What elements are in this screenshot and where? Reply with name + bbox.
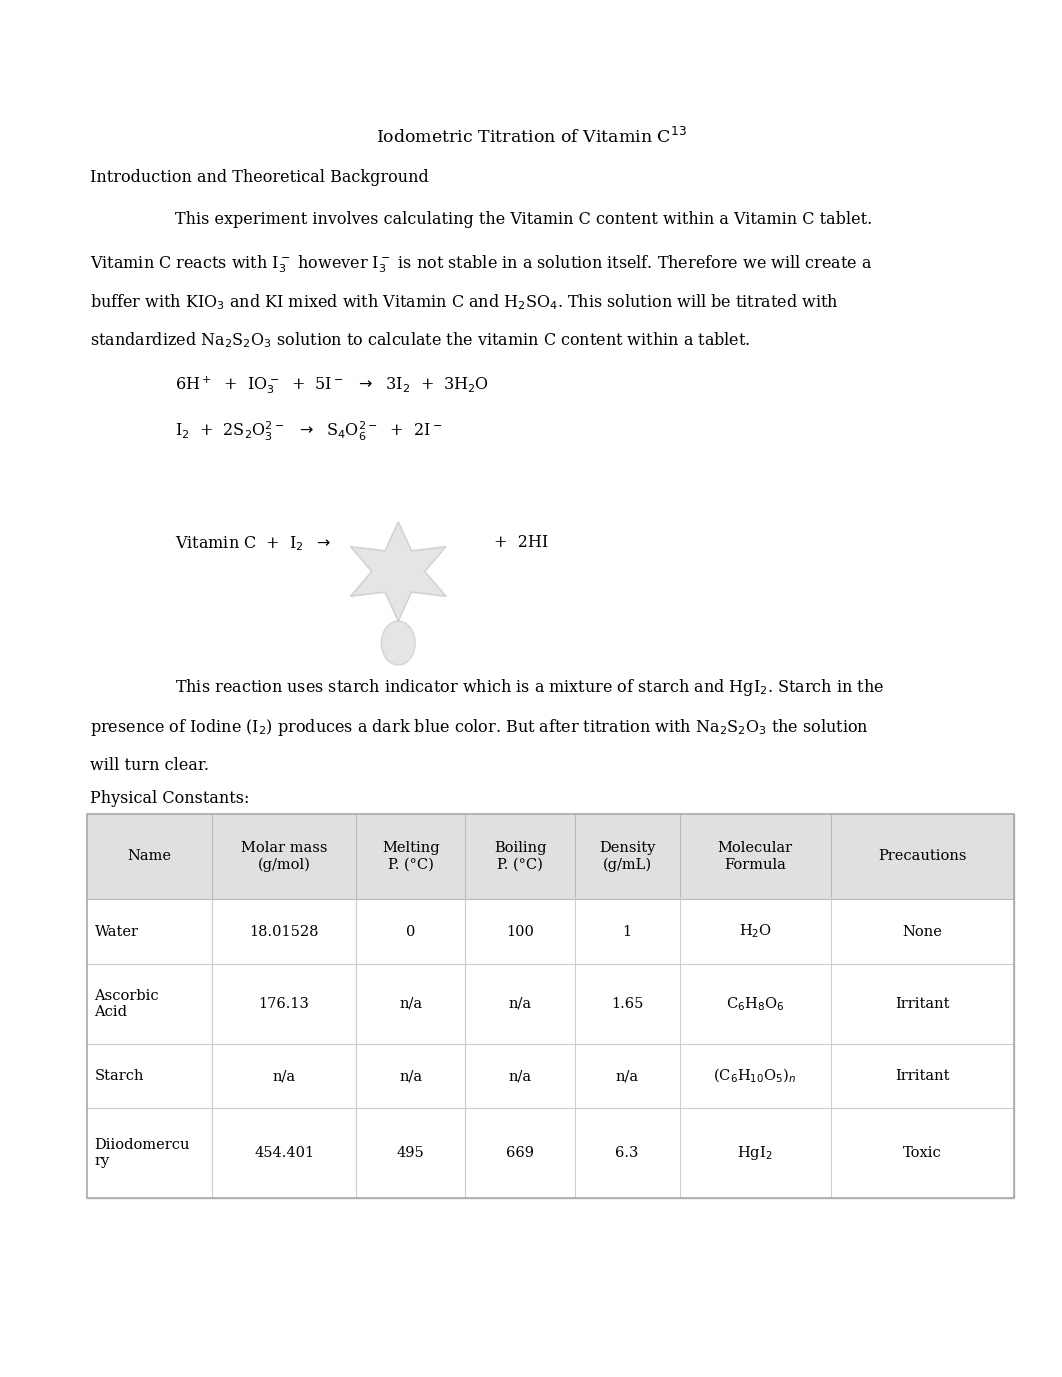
FancyBboxPatch shape	[87, 1044, 1014, 1108]
Text: This reaction uses starch indicator which is a mixture of starch and HgI$_2$. St: This reaction uses starch indicator whic…	[175, 677, 885, 698]
Text: Physical Constants:: Physical Constants:	[90, 790, 250, 807]
Text: Vitamin C reacts with I$_3^-$ however I$_3^-$ is not stable in a solution itself: Vitamin C reacts with I$_3^-$ however I$…	[90, 253, 873, 275]
Circle shape	[381, 621, 415, 665]
Text: 495: 495	[397, 1146, 425, 1161]
Text: 100: 100	[507, 924, 534, 939]
Text: Molecular
Formula: Molecular Formula	[718, 841, 792, 872]
Text: +  2HI: + 2HI	[494, 534, 548, 551]
FancyBboxPatch shape	[87, 814, 1014, 899]
Text: 669: 669	[507, 1146, 534, 1161]
FancyBboxPatch shape	[87, 1108, 1014, 1198]
Text: I$_2$  +  2S$_2$O$_3^{2-}$  $\rightarrow$  S$_4$O$_6^{2-}$  +  2I$^-$: I$_2$ + 2S$_2$O$_3^{2-}$ $\rightarrow$ S…	[175, 420, 443, 443]
Text: Irritant: Irritant	[895, 997, 949, 1011]
Polygon shape	[350, 522, 446, 621]
Text: Molar mass
(g/mol): Molar mass (g/mol)	[241, 841, 327, 872]
Text: buffer with KIO$_3$ and KI mixed with Vitamin C and H$_2$SO$_4$. This solution w: buffer with KIO$_3$ and KI mixed with Vi…	[90, 292, 839, 311]
Text: n/a: n/a	[399, 1069, 423, 1084]
Text: presence of Iodine (I$_2$) produces a dark blue color. But after titration with : presence of Iodine (I$_2$) produces a da…	[90, 717, 869, 738]
Text: Iodometric Titration of Vitamin C$^{13}$: Iodometric Titration of Vitamin C$^{13}$	[376, 127, 686, 147]
Text: 6H$^+$  +  IO$_3^-$  +  5I$^-$  $\rightarrow$  3I$_2$  +  3H$_2$O: 6H$^+$ + IO$_3^-$ + 5I$^-$ $\rightarrow$…	[175, 375, 490, 397]
FancyBboxPatch shape	[87, 899, 1014, 964]
Text: 454.401: 454.401	[254, 1146, 314, 1161]
FancyBboxPatch shape	[87, 814, 1014, 1198]
Text: n/a: n/a	[399, 997, 423, 1011]
Text: Boiling
P. (°C): Boiling P. (°C)	[494, 841, 546, 872]
Text: Toxic: Toxic	[903, 1146, 942, 1161]
Text: 1: 1	[622, 924, 632, 939]
Text: Vitamin C  +  I$_2$  $\rightarrow$: Vitamin C + I$_2$ $\rightarrow$	[175, 534, 331, 554]
Text: Introduction and Theoretical Background: Introduction and Theoretical Background	[90, 169, 429, 186]
Text: None: None	[903, 924, 942, 939]
Text: 6.3: 6.3	[616, 1146, 639, 1161]
Text: Name: Name	[127, 850, 172, 863]
Text: 0: 0	[406, 924, 415, 939]
Text: Density
(g/mL): Density (g/mL)	[599, 841, 655, 872]
Text: HgI$_2$: HgI$_2$	[737, 1144, 773, 1162]
Text: Starch: Starch	[95, 1069, 144, 1084]
Text: Diiodomercu
ry: Diiodomercu ry	[95, 1139, 190, 1168]
Text: Melting
P. (°C): Melting P. (°C)	[382, 841, 440, 872]
Text: Ascorbic
Acid: Ascorbic Acid	[95, 989, 159, 1019]
Text: 18.01528: 18.01528	[250, 924, 319, 939]
FancyBboxPatch shape	[87, 964, 1014, 1044]
Text: Precautions: Precautions	[878, 850, 966, 863]
Text: n/a: n/a	[509, 1069, 532, 1084]
Text: 176.13: 176.13	[259, 997, 309, 1011]
Text: n/a: n/a	[273, 1069, 295, 1084]
Text: standardized Na$_2$S$_2$O$_3$ solution to calculate the vitamin C content within: standardized Na$_2$S$_2$O$_3$ solution t…	[90, 330, 751, 350]
Text: H$_2$O: H$_2$O	[738, 923, 772, 940]
Text: Irritant: Irritant	[895, 1069, 949, 1084]
Text: This experiment involves calculating the Vitamin C content within a Vitamin C ta: This experiment involves calculating the…	[175, 211, 873, 227]
Text: C$_6$H$_8$O$_6$: C$_6$H$_8$O$_6$	[726, 996, 784, 1012]
Text: n/a: n/a	[616, 1069, 638, 1084]
Text: (C$_6$H$_{10}$O$_5$)$_n$: (C$_6$H$_{10}$O$_5$)$_n$	[714, 1067, 796, 1085]
Text: Water: Water	[95, 924, 138, 939]
Text: 1.65: 1.65	[611, 997, 644, 1011]
Text: n/a: n/a	[509, 997, 532, 1011]
Text: will turn clear.: will turn clear.	[90, 757, 209, 774]
